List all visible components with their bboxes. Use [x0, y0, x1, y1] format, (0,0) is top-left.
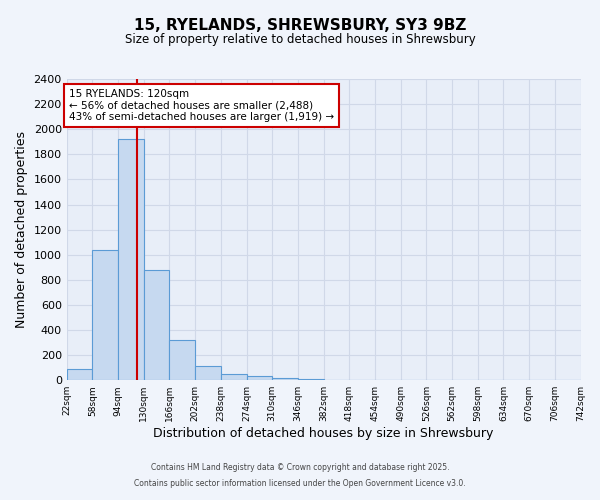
Bar [272, 378, 298, 380]
Bar [298, 379, 323, 380]
Bar [221, 374, 247, 380]
Text: 15, RYELANDS, SHREWSBURY, SY3 9BZ: 15, RYELANDS, SHREWSBURY, SY3 9BZ [134, 18, 466, 32]
Text: Size of property relative to detached houses in Shrewsbury: Size of property relative to detached ho… [125, 32, 475, 46]
X-axis label: Distribution of detached houses by size in Shrewsbury: Distribution of detached houses by size … [154, 427, 494, 440]
Bar [144, 270, 169, 380]
Bar [118, 139, 144, 380]
Text: 15 RYELANDS: 120sqm
← 56% of detached houses are smaller (2,488)
43% of semi-det: 15 RYELANDS: 120sqm ← 56% of detached ho… [69, 89, 334, 122]
Text: Contains public sector information licensed under the Open Government Licence v3: Contains public sector information licen… [134, 478, 466, 488]
Text: Contains HM Land Registry data © Crown copyright and database right 2025.: Contains HM Land Registry data © Crown c… [151, 464, 449, 472]
Bar [247, 376, 272, 380]
Bar [169, 340, 195, 380]
Bar [92, 250, 118, 380]
Bar [67, 369, 92, 380]
Bar [195, 366, 221, 380]
Y-axis label: Number of detached properties: Number of detached properties [15, 131, 28, 328]
